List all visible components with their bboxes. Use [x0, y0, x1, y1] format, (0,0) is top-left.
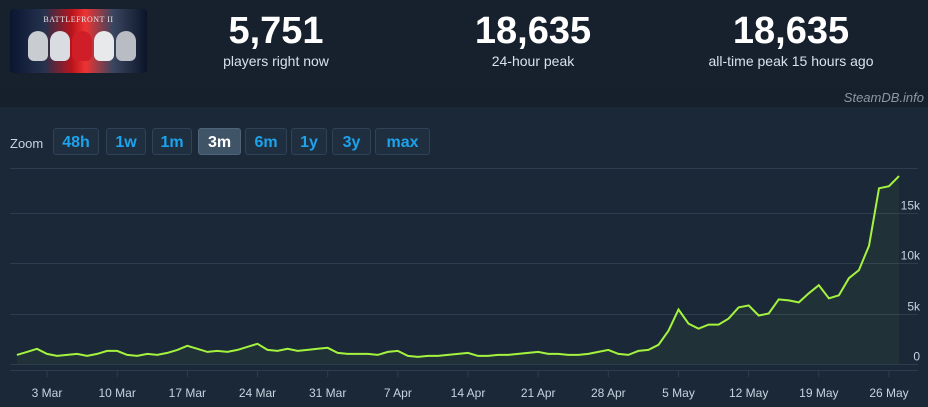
- zoom-6m-button[interactable]: 6m: [245, 128, 287, 155]
- chart-line-layer[interactable]: [16, 175, 900, 358]
- stat-label: players right now: [223, 53, 329, 69]
- helmet-icon: [50, 31, 70, 61]
- zoom-3y-button[interactable]: 3y: [332, 128, 371, 155]
- stat-value: 5,751: [228, 10, 324, 52]
- x-tick-label: 3 Mar: [32, 386, 63, 400]
- stat-value: 18,635: [474, 10, 592, 52]
- stat-label: all-time peak 15 hours ago: [708, 53, 874, 69]
- helmet-icon: [72, 31, 92, 61]
- x-tick-label: 7 Apr: [384, 386, 412, 400]
- x-tick-label: 14 Apr: [451, 386, 486, 400]
- x-tick-label: 10 Mar: [98, 386, 135, 400]
- helmet-icon: [94, 31, 114, 61]
- x-tick-label: 5 May: [662, 386, 695, 400]
- zoom-1w-button[interactable]: 1w: [106, 128, 146, 155]
- y-tick-label: 15k: [901, 199, 921, 213]
- y-tick-label: 10k: [901, 249, 921, 263]
- stat-24h-peak: 18,635 24-hour peak: [413, 10, 653, 69]
- x-tick-label: 21 Apr: [521, 386, 556, 400]
- x-tick-label: 17 Mar: [169, 386, 206, 400]
- game-thumbnail[interactable]: BATTLEFRONT II: [10, 9, 147, 73]
- x-tick-label: 31 Mar: [309, 386, 346, 400]
- y-tick-label: 5k: [907, 300, 921, 314]
- thumbnail-title: BATTLEFRONT II: [43, 15, 114, 24]
- x-tick-label: 28 Apr: [591, 386, 626, 400]
- x-tick-label: 24 Mar: [239, 386, 276, 400]
- zoom-1m-button[interactable]: 1m: [152, 128, 192, 155]
- helmet-icon: [116, 31, 136, 61]
- divider-band: [0, 88, 928, 107]
- stat-label: 24-hour peak: [491, 53, 575, 69]
- y-tick-label: 0: [913, 350, 920, 364]
- header-bar: BATTLEFRONT II 5,751 players right now 1…: [0, 0, 928, 88]
- chart-area: [16, 176, 899, 364]
- zoom-max-button[interactable]: max: [375, 128, 430, 155]
- helmet-icon: [28, 31, 48, 61]
- zoom-1y-button[interactable]: 1y: [291, 128, 327, 155]
- series-area: [16, 176, 899, 364]
- x-axis: 3 Mar 10 Mar 17 Mar 24 Mar 31 Mar 7 Apr 14 Apr…: [32, 386, 909, 400]
- stat-all-time-peak: 18,635 all-time peak 15 hours ago: [671, 10, 911, 69]
- stat-current-players: 5,751 players right now: [156, 10, 396, 69]
- zoom-3m-button[interactable]: 3m: [198, 128, 241, 155]
- player-count-chart[interactable]: 0 5k 10k 15k 3 Mar 10 Mar 17 Mar 24 Mar 31 Mar 7…: [0, 160, 928, 407]
- x-tick-label: 19 May: [799, 386, 838, 400]
- zoom-48h-button[interactable]: 48h: [53, 128, 99, 155]
- y-axis: 0 5k 10k 15k: [901, 199, 921, 364]
- stat-value: 18,635: [732, 10, 850, 52]
- series-line-players[interactable]: [16, 175, 900, 358]
- x-tick-label: 26 May: [869, 386, 908, 400]
- chart-grid: [10, 168, 918, 377]
- zoom-label: Zoom: [10, 136, 44, 151]
- steamdb-credit[interactable]: SteamDB.info: [843, 90, 924, 105]
- x-tick-label: 12 May: [729, 386, 768, 400]
